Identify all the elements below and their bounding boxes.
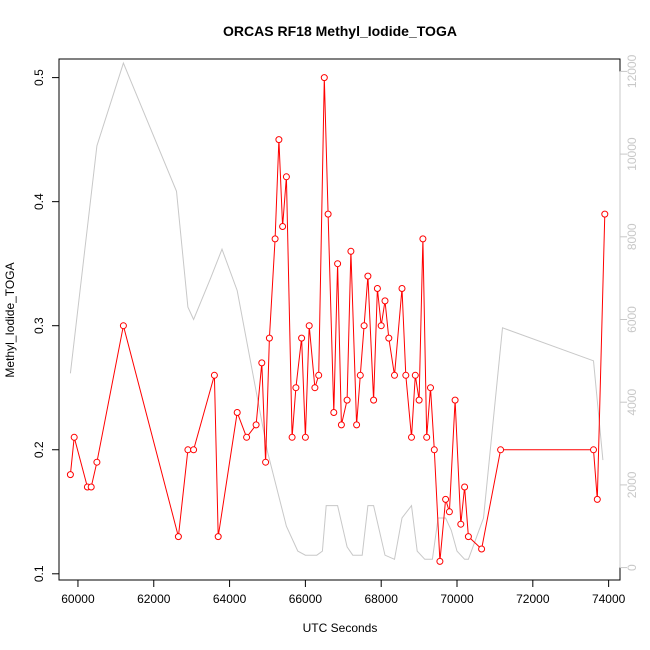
data-point — [330, 409, 338, 416]
data-point — [451, 396, 459, 404]
data-point — [442, 495, 450, 503]
y-tick-label: 0.3 — [32, 317, 46, 334]
data-point — [288, 433, 296, 441]
primary-series — [66, 74, 609, 565]
data-point — [301, 433, 309, 441]
data-point — [497, 446, 505, 454]
data-point — [334, 260, 342, 268]
data-point — [315, 371, 323, 379]
data-point — [271, 235, 279, 243]
data-point — [353, 421, 361, 429]
data-point — [593, 495, 601, 503]
y-axis-right: 0 2000 4000 6000 8000 10000 12000 — [619, 54, 639, 571]
x-tick-label: 72000 — [516, 592, 550, 606]
data-point — [343, 396, 351, 404]
x-axis-label: UTC Seconds — [303, 621, 378, 635]
data-point — [324, 210, 332, 218]
data-point — [356, 371, 364, 379]
data-point — [385, 334, 393, 342]
data-point — [373, 285, 381, 292]
data-point — [430, 446, 438, 454]
data-point — [423, 433, 431, 441]
data-point — [282, 173, 290, 181]
x-tick-label: 74000 — [592, 592, 626, 606]
chart-title: ORCAS RF18 Methyl_Iodide_TOGA — [223, 23, 457, 39]
data-point — [252, 421, 260, 429]
y-tick-label: 0.1 — [32, 565, 46, 582]
data-point — [214, 533, 222, 541]
x-tick-label: 60000 — [61, 592, 95, 606]
data-point — [360, 322, 368, 330]
data-point — [402, 371, 410, 379]
data-point — [411, 371, 419, 379]
data-point — [190, 446, 198, 454]
data-point — [419, 235, 427, 243]
x-tick-label: 68000 — [365, 592, 399, 606]
y-tick-label: 0.4 — [32, 193, 46, 210]
data-point — [364, 272, 372, 280]
data-point — [464, 533, 472, 541]
y-axis-left: 0.1 0.2 0.3 0.4 0.5 — [32, 69, 60, 582]
y2-tick-label: 10000 — [625, 137, 639, 171]
x-axis: 60000 62000 64000 66000 68000 70000 72000 74000 — [61, 579, 626, 606]
y2-tick-label: 2000 — [625, 471, 639, 498]
primary-series-line — [69, 77, 606, 562]
data-point — [275, 136, 283, 144]
data-point — [381, 297, 389, 305]
data-point — [320, 74, 328, 82]
data-point — [311, 384, 319, 392]
data-point — [262, 458, 270, 466]
data-point — [398, 285, 406, 292]
data-point — [445, 508, 453, 516]
data-point — [601, 210, 609, 218]
secondary-series — [69, 61, 604, 561]
data-point — [436, 557, 444, 565]
x-tick-label: 64000 — [213, 592, 247, 606]
data-point — [590, 446, 597, 454]
x-tick-label: 62000 — [137, 592, 171, 606]
data-point — [427, 384, 434, 392]
data-point — [70, 433, 78, 441]
y-tick-label: 0.2 — [32, 441, 46, 458]
data-point — [210, 371, 218, 379]
data-point — [415, 396, 423, 404]
data-point — [93, 458, 101, 466]
data-point — [408, 433, 415, 441]
data-point — [377, 322, 385, 330]
x-tick-label: 70000 — [440, 592, 474, 606]
data-point — [265, 334, 273, 342]
data-point — [258, 359, 266, 367]
data-point — [174, 533, 182, 541]
data-point — [184, 446, 192, 454]
y2-tick-label: 8000 — [625, 223, 639, 250]
x-tick-label: 66000 — [289, 592, 323, 606]
y2-tick-label: 12000 — [625, 54, 639, 88]
plot-frame — [58, 58, 621, 581]
data-point — [370, 396, 378, 404]
data-point — [478, 545, 486, 553]
data-point — [457, 520, 465, 528]
data-point — [461, 483, 469, 491]
data-point — [233, 409, 241, 416]
y-tick-label: 0.5 — [32, 69, 46, 86]
data-point — [292, 384, 300, 392]
data-point — [66, 471, 74, 479]
y2-tick-label: 4000 — [625, 389, 639, 416]
data-point — [87, 483, 95, 491]
y-axis-label: Methyl_Iodide_TOGA — [3, 262, 17, 377]
data-point — [298, 334, 306, 342]
y2-tick-label: 6000 — [625, 306, 639, 333]
data-point — [391, 371, 398, 379]
data-point — [279, 223, 287, 230]
y2-tick-label: 0 — [625, 564, 639, 571]
data-point — [119, 322, 127, 330]
data-point — [305, 322, 313, 330]
data-point — [337, 421, 345, 429]
data-point — [347, 247, 355, 255]
secondary-series-line — [69, 61, 604, 561]
data-point — [243, 433, 251, 441]
